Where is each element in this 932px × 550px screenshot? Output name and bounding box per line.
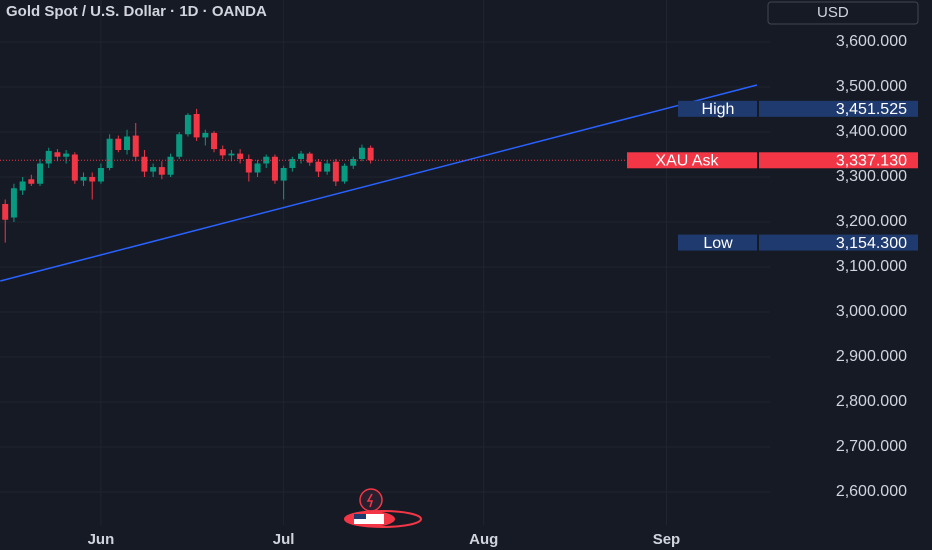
y-tick-label: 2,800.000 xyxy=(836,393,907,410)
candle-body xyxy=(115,138,122,150)
candle-body xyxy=(280,167,287,181)
price-name: XAU Ask xyxy=(655,153,719,170)
candle-body xyxy=(341,165,348,182)
icon xyxy=(354,514,384,524)
currency-button[interactable] xyxy=(767,1,919,25)
x-tick-label: Sep xyxy=(653,531,681,548)
candle-body xyxy=(89,176,96,182)
price-name-box xyxy=(678,234,757,251)
price-name: High xyxy=(702,101,735,118)
candle-body xyxy=(176,134,183,157)
grid xyxy=(0,0,770,525)
candle-body xyxy=(28,179,35,184)
candle-body xyxy=(367,147,374,161)
candle-body xyxy=(219,149,226,156)
icon xyxy=(366,493,374,508)
price-value: 3,451.525 xyxy=(836,101,907,118)
y-tick-label: 3,600.000 xyxy=(836,33,907,50)
candle-body xyxy=(289,158,296,168)
icon xyxy=(354,514,366,519)
candle-body xyxy=(124,136,131,150)
candle-body xyxy=(237,153,244,159)
candle-body xyxy=(202,132,209,138)
price-name-box xyxy=(627,152,757,169)
y-tick-label: 3,000.000 xyxy=(836,303,907,320)
candle-body xyxy=(158,167,165,175)
candle-body xyxy=(71,154,78,181)
candle-body xyxy=(19,181,26,191)
candle-body xyxy=(132,135,139,157)
candle-body xyxy=(263,156,270,164)
price-name: Low xyxy=(703,235,733,252)
candle-body xyxy=(193,113,200,138)
bottom-icons xyxy=(344,488,422,528)
y-tick-label: 3,200.000 xyxy=(836,213,907,230)
y-tick-label: 3,400.000 xyxy=(836,123,907,140)
price-value-box xyxy=(759,152,918,169)
candle-body xyxy=(54,152,61,157)
candle-body xyxy=(80,176,87,181)
candle-body xyxy=(10,188,17,218)
candle-body xyxy=(350,158,357,166)
plot xyxy=(0,84,770,282)
candle-body xyxy=(150,167,157,172)
candle-body xyxy=(2,203,9,220)
candle-body xyxy=(37,163,44,184)
axis: 3,600.000 3,500.000 3,400.000 3,300.000 3,20… xyxy=(88,33,918,548)
price-value-box xyxy=(759,100,918,117)
candle-body xyxy=(254,163,261,173)
x-tick-label: Jul xyxy=(273,531,295,548)
candle-body xyxy=(358,147,365,159)
candle-body xyxy=(332,161,339,182)
y-tick-label: 3,100.000 xyxy=(836,258,907,275)
candle-body xyxy=(167,156,174,175)
trendline xyxy=(0,84,758,282)
price-value-box xyxy=(759,234,918,251)
price-name-box xyxy=(678,100,757,117)
candle-body xyxy=(184,114,191,135)
y-tick-label: 3,500.000 xyxy=(836,78,907,95)
candle-body xyxy=(306,153,313,163)
candle-body xyxy=(228,153,235,156)
icon xyxy=(359,488,383,512)
y-tick-label: 3,300.000 xyxy=(836,168,907,185)
currency-label[interactable]: USD xyxy=(817,4,849,21)
candle-body xyxy=(271,156,278,181)
candle-body xyxy=(97,167,104,182)
y-tick-label: 2,700.000 xyxy=(836,438,907,455)
price-value: 3,337.130 xyxy=(836,153,907,170)
candle-body xyxy=(45,150,52,164)
x-tick-label: Aug xyxy=(469,531,498,548)
price-value: 3,154.300 xyxy=(836,235,907,252)
candle-body xyxy=(298,153,305,159)
candle-body xyxy=(211,132,218,150)
candle-body xyxy=(106,138,113,168)
x-tick-label: Jun xyxy=(88,531,115,548)
candle-body xyxy=(315,161,322,172)
candle-body xyxy=(324,163,331,172)
candle-body xyxy=(245,158,252,173)
candle-body xyxy=(141,156,148,172)
y-tick-label: 2,600.000 xyxy=(836,483,907,500)
candle-body xyxy=(63,153,70,157)
y-tick-label: 2,900.000 xyxy=(836,348,907,365)
chart-title: Gold Spot / U.S. Dollar · 1D · OANDA xyxy=(6,3,267,20)
